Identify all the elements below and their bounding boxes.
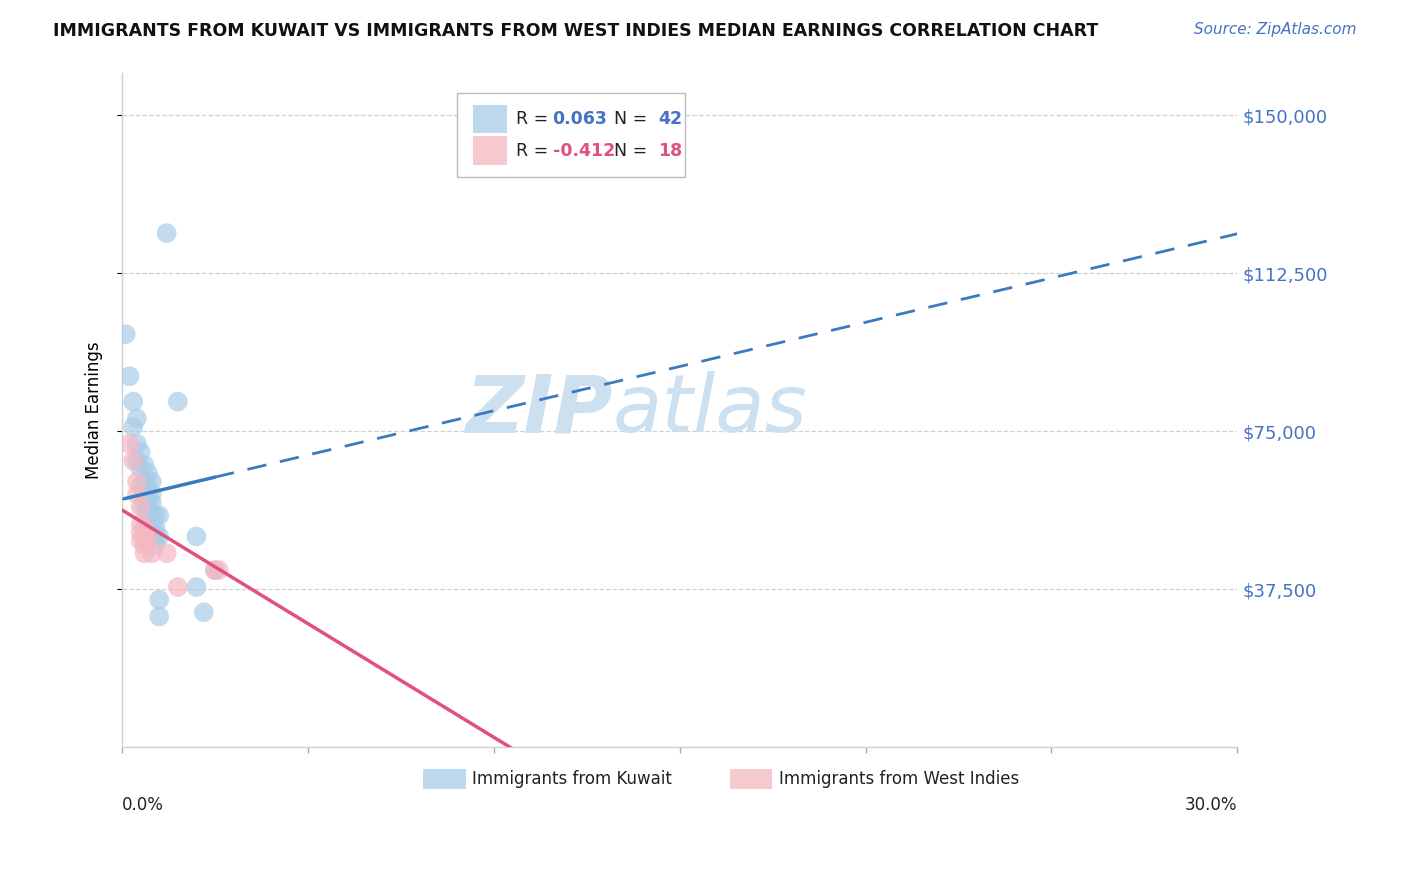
Point	[125, 411, 148, 425]
Point	[141, 487, 163, 501]
Point	[136, 496, 159, 510]
Point	[136, 467, 159, 481]
Point	[134, 500, 156, 514]
Point	[148, 609, 170, 624]
Point	[129, 462, 152, 476]
Text: 42: 42	[658, 110, 683, 128]
FancyBboxPatch shape	[474, 136, 506, 165]
Point	[136, 521, 159, 535]
Point	[148, 592, 170, 607]
Point	[134, 521, 156, 535]
Text: R =: R =	[516, 142, 554, 160]
Point	[156, 546, 179, 560]
FancyBboxPatch shape	[423, 769, 465, 789]
Point	[129, 525, 152, 540]
Point	[134, 475, 156, 489]
Point	[129, 533, 152, 548]
Text: R =: R =	[516, 110, 554, 128]
FancyBboxPatch shape	[457, 93, 685, 178]
Point	[118, 436, 141, 450]
FancyBboxPatch shape	[474, 104, 506, 133]
Point	[141, 516, 163, 531]
Text: Immigrants from Kuwait: Immigrants from Kuwait	[472, 771, 672, 789]
Point	[141, 475, 163, 489]
Point	[129, 479, 152, 493]
Point	[136, 487, 159, 501]
Point	[166, 580, 188, 594]
Point	[122, 394, 145, 409]
Point	[136, 533, 159, 548]
Point	[145, 538, 167, 552]
Point	[186, 580, 208, 594]
Y-axis label: Median Earnings: Median Earnings	[86, 342, 103, 479]
Point	[136, 504, 159, 518]
Point	[145, 508, 167, 523]
Point	[129, 516, 152, 531]
Point	[208, 563, 231, 577]
Point	[148, 529, 170, 543]
Text: 18: 18	[658, 142, 683, 160]
Point	[125, 436, 148, 450]
Text: ZIP: ZIP	[465, 371, 613, 449]
Point	[156, 226, 179, 240]
Text: N =: N =	[603, 110, 652, 128]
Point	[136, 529, 159, 543]
Point	[129, 445, 152, 459]
Point	[141, 496, 163, 510]
Point	[125, 475, 148, 489]
Text: 30.0%: 30.0%	[1185, 796, 1237, 814]
Point	[134, 546, 156, 560]
Point	[204, 563, 226, 577]
Point	[141, 546, 163, 560]
Text: Immigrants from West Indies: Immigrants from West Indies	[779, 771, 1019, 789]
Point	[148, 508, 170, 523]
Text: N =: N =	[603, 142, 652, 160]
Point	[125, 487, 148, 501]
Point	[125, 453, 148, 467]
Point	[141, 525, 163, 540]
Point	[204, 563, 226, 577]
Point	[122, 420, 145, 434]
FancyBboxPatch shape	[730, 769, 772, 789]
Point	[114, 327, 136, 342]
Text: IMMIGRANTS FROM KUWAIT VS IMMIGRANTS FROM WEST INDIES MEDIAN EARNINGS CORRELATIO: IMMIGRANTS FROM KUWAIT VS IMMIGRANTS FRO…	[53, 22, 1098, 40]
Point	[145, 529, 167, 543]
Text: -0.412: -0.412	[553, 142, 614, 160]
Point	[193, 605, 215, 619]
Point	[134, 458, 156, 472]
Point	[186, 529, 208, 543]
Point	[136, 479, 159, 493]
Point	[134, 529, 156, 543]
Point	[118, 369, 141, 384]
Point	[141, 508, 163, 523]
Point	[145, 521, 167, 535]
Text: 0.0%: 0.0%	[122, 796, 165, 814]
Text: atlas: atlas	[613, 371, 807, 449]
Point	[136, 512, 159, 526]
Text: 0.063: 0.063	[553, 110, 607, 128]
Point	[122, 453, 145, 467]
Point	[134, 491, 156, 506]
Point	[166, 394, 188, 409]
Text: Source: ZipAtlas.com: Source: ZipAtlas.com	[1194, 22, 1357, 37]
Point	[129, 500, 152, 514]
Point	[134, 538, 156, 552]
